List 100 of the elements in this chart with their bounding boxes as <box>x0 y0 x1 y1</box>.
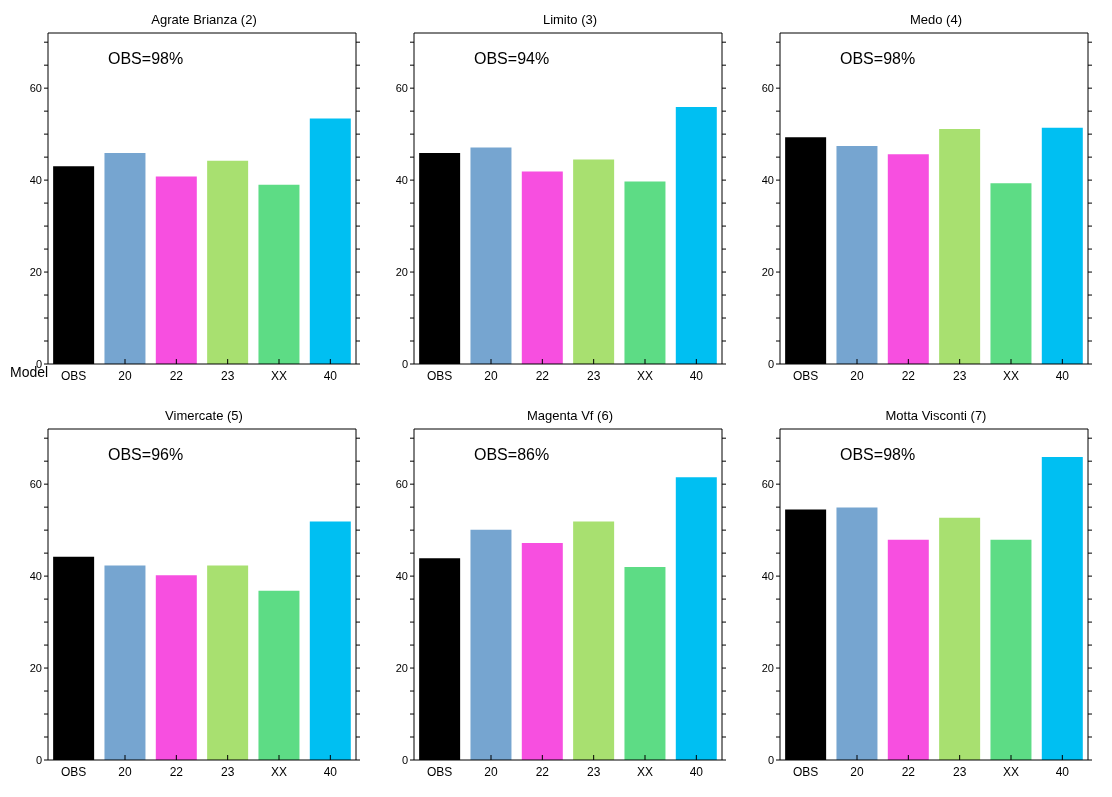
bar <box>309 118 351 364</box>
chart-title: Magenta Vf (6) <box>526 408 614 423</box>
x-tick-label: 40 <box>323 368 338 383</box>
annotation: OBS=98% <box>840 50 916 68</box>
y-tick-label: 40 <box>761 570 774 583</box>
bar <box>521 171 563 364</box>
y-tick-label: 20 <box>761 661 774 674</box>
bar <box>624 181 666 364</box>
y-tick-label: 60 <box>395 478 408 491</box>
y-tick-label: 40 <box>29 570 42 583</box>
y-tick-label: 0 <box>767 753 774 766</box>
y-tick-label: 60 <box>29 478 42 491</box>
y-tick-label: 40 <box>761 174 774 187</box>
bar <box>470 529 512 760</box>
bar <box>258 590 300 760</box>
x-tick-label: 40 <box>323 764 338 779</box>
chart-title: Vimercate (5) <box>164 408 244 423</box>
x-tick-label: 40 <box>689 368 704 383</box>
x-tick-label: XX <box>270 368 288 383</box>
annotation: OBS=98% <box>108 50 184 68</box>
x-tick-label: XX <box>1002 764 1020 779</box>
bar <box>207 565 249 760</box>
y-tick-label: 20 <box>761 265 774 278</box>
y-tick-label: 0 <box>767 357 774 370</box>
bar <box>573 159 615 364</box>
bar <box>155 575 197 760</box>
y-tick-label: 20 <box>29 661 42 674</box>
y-tick-label: 60 <box>761 478 774 491</box>
bar <box>1041 457 1083 760</box>
x-tick-label: 23 <box>952 368 967 383</box>
x-tick-label: 20 <box>118 764 132 779</box>
x-tick-label: OBS <box>60 368 87 383</box>
chart-title: Agrate Brianza (2) <box>150 12 258 27</box>
x-tick-label: 20 <box>484 764 498 779</box>
y-tick-label: 40 <box>29 174 42 187</box>
y-tick-label: 0 <box>401 753 408 766</box>
bar <box>573 521 615 760</box>
x-tick-label: 22 <box>535 764 550 779</box>
x-tick-label: 20 <box>850 764 864 779</box>
x-tick-label: OBS <box>792 764 819 779</box>
y-tick-label: 20 <box>395 265 408 278</box>
y-tick-label: 40 <box>395 174 408 187</box>
y-tick-label: 20 <box>395 661 408 674</box>
x-tick-label: XX <box>270 764 288 779</box>
x-tick-label: XX <box>636 368 654 383</box>
bar <box>990 183 1032 364</box>
y-tick-label: 60 <box>761 82 774 95</box>
x-tick-label: 23 <box>586 764 601 779</box>
chart-title: Medo (4) <box>909 12 963 27</box>
bar <box>836 507 878 760</box>
bar <box>104 565 146 760</box>
annotation: OBS=86% <box>474 446 550 464</box>
x-tick-label: OBS <box>792 368 819 383</box>
x-tick-label: 40 <box>1055 368 1070 383</box>
bar <box>155 176 197 364</box>
bar <box>1041 127 1083 364</box>
x-tick-label: 40 <box>1055 764 1070 779</box>
x-tick-label: 20 <box>484 368 498 383</box>
bar <box>309 521 351 760</box>
annotation: OBS=98% <box>840 446 916 464</box>
y-tick-label: 20 <box>29 265 42 278</box>
bar <box>470 147 512 364</box>
x-tick-label: XX <box>636 764 654 779</box>
y-tick-label: 60 <box>395 82 408 95</box>
bar <box>887 154 929 364</box>
x-tick-label: 22 <box>535 368 550 383</box>
y-tick-label: 0 <box>35 753 42 766</box>
x-tick-label: 40 <box>689 764 704 779</box>
bar <box>675 477 717 760</box>
bar <box>939 129 981 364</box>
bar <box>675 107 717 364</box>
bar <box>836 146 878 364</box>
x-tick-label: 22 <box>901 368 916 383</box>
bar <box>207 160 249 364</box>
x-tick-label: 20 <box>850 368 864 383</box>
bar <box>939 517 981 760</box>
x-tick-label: 22 <box>169 764 184 779</box>
x-tick-label: 22 <box>169 368 184 383</box>
annotation: OBS=94% <box>474 50 550 68</box>
x-tick-label: 23 <box>220 764 235 779</box>
bar <box>258 184 300 364</box>
bar <box>624 566 666 760</box>
x-tick-label: OBS <box>60 764 87 779</box>
x-tick-label: 23 <box>586 368 601 383</box>
annotation: OBS=96% <box>108 446 184 464</box>
y-tick-label: 0 <box>401 357 408 370</box>
x-tick-label: 20 <box>118 368 132 383</box>
bar <box>521 543 563 760</box>
chart-title: Motta Visconti (7) <box>884 408 988 423</box>
x-tick-label: 23 <box>220 368 235 383</box>
x-tick-label: XX <box>1002 368 1020 383</box>
y-tick-label: 40 <box>395 570 408 583</box>
x-tick-label: OBS <box>426 764 453 779</box>
chart-title: Limito (3) <box>541 12 599 27</box>
x-tick-label: 22 <box>901 764 916 779</box>
x-tick-label: 23 <box>952 764 967 779</box>
bar <box>104 152 146 364</box>
bar <box>887 539 929 760</box>
x-tick-label: OBS <box>426 368 453 383</box>
bar <box>990 539 1032 760</box>
